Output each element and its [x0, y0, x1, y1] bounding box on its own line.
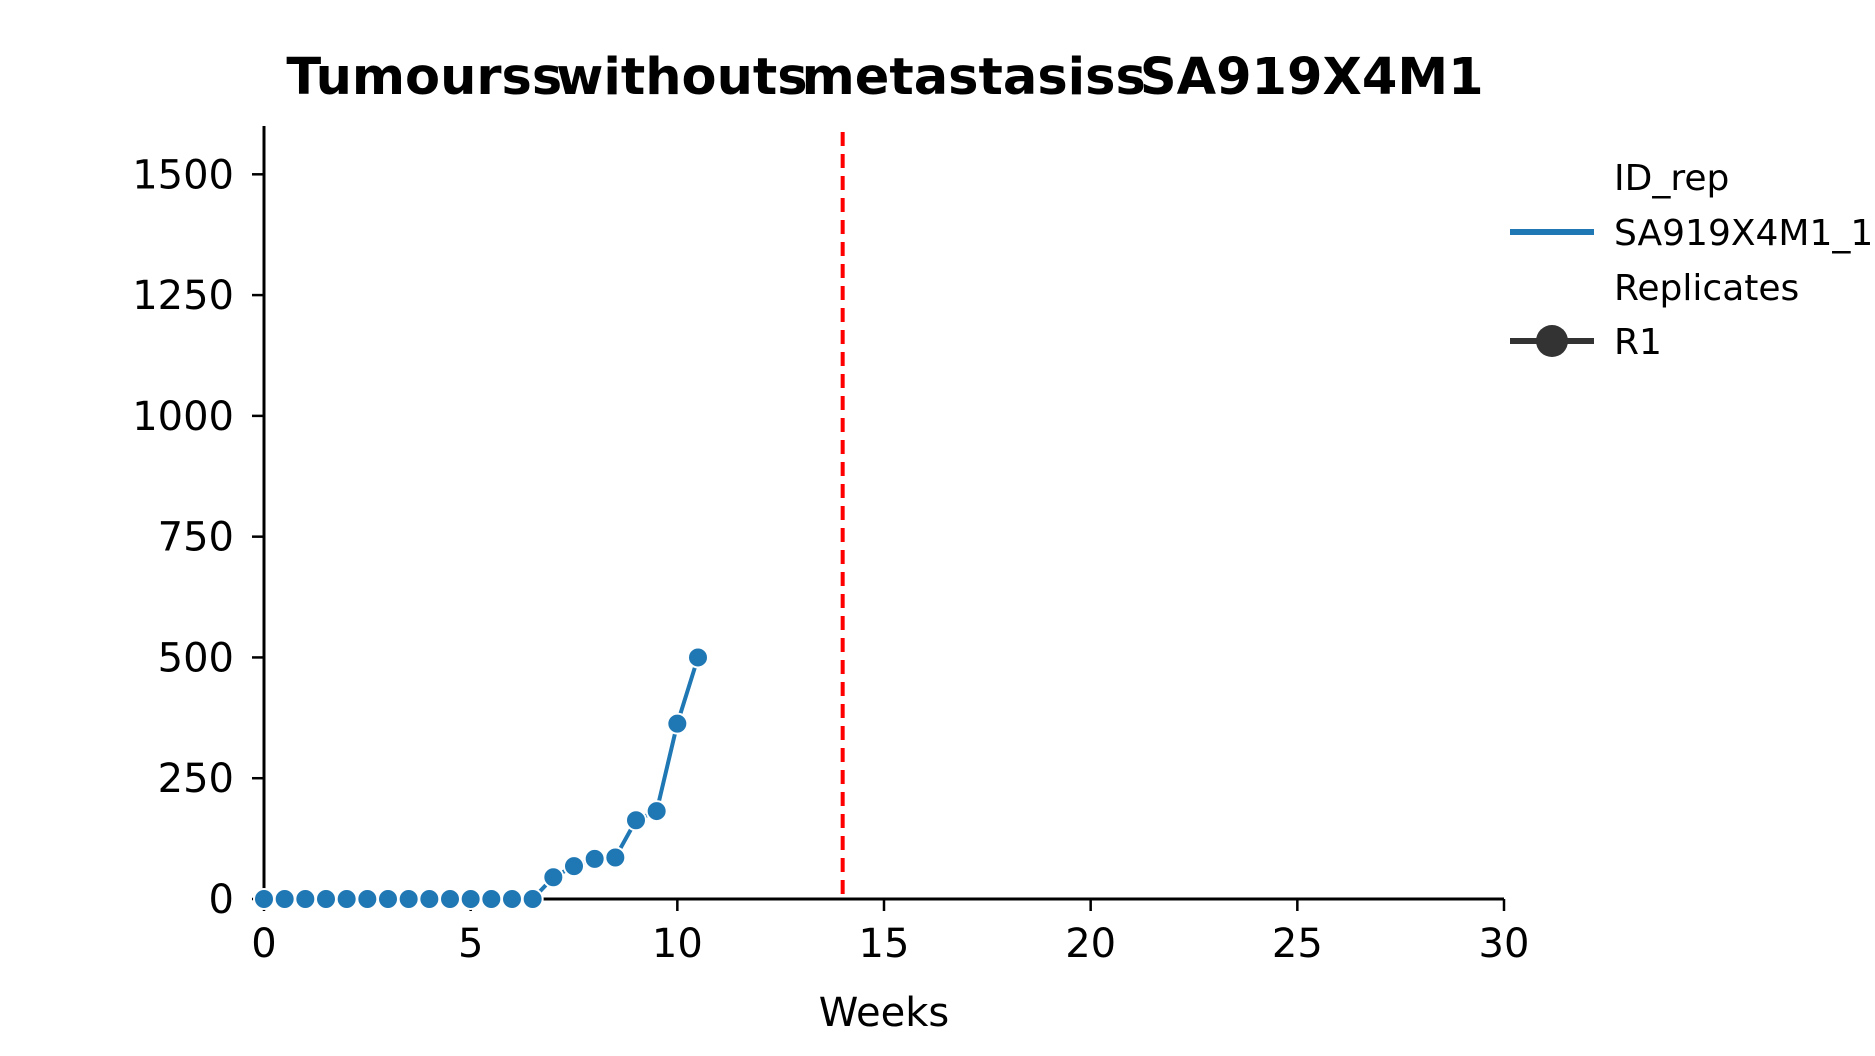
data-point [542, 866, 565, 889]
y-axis-ticks: 0 250 500 750 1000 1250 1500 [132, 152, 264, 923]
data-point [687, 646, 709, 669]
x-tick-label: 0 [251, 921, 276, 967]
data-point [439, 888, 461, 910]
data-point [335, 888, 358, 910]
x-tick-label: 5 [458, 921, 483, 967]
y-tick-label: 1250 [132, 273, 234, 319]
x-axis-label: Weeks [819, 990, 949, 1036]
y-tick-label: 250 [158, 756, 234, 802]
y-tick-label: 500 [158, 635, 234, 681]
data-series [253, 646, 709, 910]
legend-title-idrep: ID_rep [1614, 158, 1729, 199]
data-point [625, 809, 647, 832]
title-word: Tumourss [286, 48, 562, 107]
legend-label-series: SA919X4M1_1 [1614, 213, 1873, 254]
data-point [480, 888, 503, 910]
data-point [645, 800, 668, 823]
data-point [666, 712, 689, 735]
axes [262, 126, 1504, 901]
data-point [397, 888, 420, 910]
data-point [377, 888, 399, 910]
data-point [583, 847, 606, 870]
x-axis-ticks: 0 5 10 15 20 25 30 [251, 899, 1529, 967]
y-tick-label: 0 [209, 877, 234, 923]
data-point [604, 846, 627, 869]
data-point [315, 888, 337, 910]
data-point [356, 888, 379, 910]
data-point [521, 888, 544, 910]
x-tick-label: 20 [1065, 921, 1116, 967]
title-word: withouts [556, 48, 807, 107]
data-point [563, 855, 585, 878]
title-word: SA919X4M1 [1140, 48, 1484, 107]
x-tick-label: 10 [652, 921, 703, 967]
title-word: metastasiss [802, 48, 1146, 107]
legend-marker-dot [1536, 325, 1568, 357]
data-point [273, 888, 296, 910]
y-tick-label: 1500 [132, 152, 234, 198]
series-line [264, 656, 700, 901]
data-point [418, 888, 441, 910]
chart-title: TumoursswithoutsmetastasissSA919X4M1 [286, 48, 1483, 107]
data-point [294, 888, 317, 910]
data-point [459, 888, 482, 910]
y-tick-label: 1000 [132, 394, 234, 440]
legend: ID_rep SA919X4M1_1 Replicates R1 [1510, 158, 1873, 363]
data-point [501, 888, 523, 910]
x-tick-label: 15 [859, 921, 910, 967]
legend-label-replicate: R1 [1614, 322, 1662, 363]
data-point [253, 888, 275, 910]
x-tick-label: 30 [1479, 921, 1530, 967]
legend-title-replicates: Replicates [1614, 268, 1799, 309]
y-tick-label: 750 [158, 515, 234, 561]
chart-title-text: TumoursswithoutsmetastasissSA919X4M1 [286, 48, 1483, 107]
x-tick-label: 25 [1272, 921, 1323, 967]
